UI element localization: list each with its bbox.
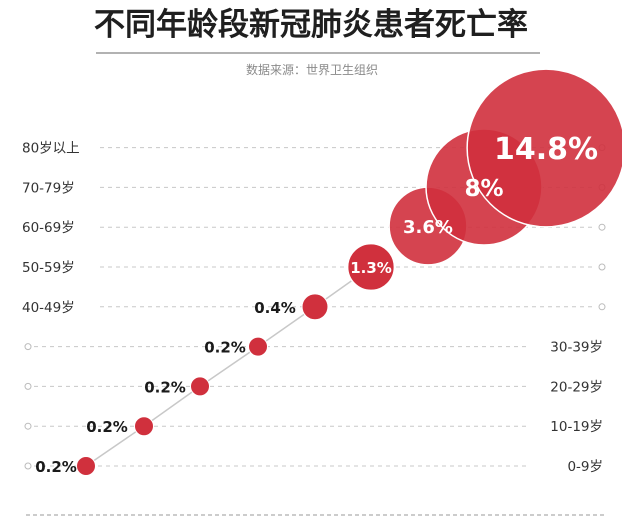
bubbles — [76, 68, 622, 476]
category-label: 20-29岁 — [550, 379, 603, 395]
bubble — [190, 376, 210, 397]
value-label: 0.2% — [86, 418, 128, 436]
value-label: 1.3% — [350, 259, 392, 277]
grid-end-marker — [24, 422, 32, 430]
grid-lines — [24, 144, 606, 470]
value-label: 0.2% — [204, 339, 246, 357]
grid-end-marker — [598, 303, 606, 311]
trend-line — [85, 266, 372, 467]
category-label: 50-59岁 — [22, 260, 75, 276]
category-label: 40-49岁 — [22, 300, 75, 316]
grid-end-marker — [24, 462, 32, 470]
value-label: 0.4% — [254, 299, 296, 317]
value-label: 0.2% — [144, 378, 186, 396]
value-label: 0.2% — [35, 458, 77, 476]
trend-path — [85, 266, 372, 467]
grid-end-marker — [24, 343, 32, 351]
category-label: 60-69岁 — [22, 220, 75, 236]
category-labels: 0-9岁 10-19岁 20-29岁 30-39岁 40-49岁 50-59岁 60-69岁… — [22, 141, 603, 475]
grid-end-marker — [598, 263, 606, 271]
category-label: 70-79岁 — [22, 180, 75, 196]
bubble — [346, 242, 396, 292]
category-label: 0-9岁 — [567, 459, 603, 475]
bubble — [248, 336, 268, 357]
value-labels: 0.2% 0.2% 0.2% 0.2% 0.4% 1.3% 3.6% 8% 14.8% — [35, 132, 598, 476]
value-label: 3.6% — [403, 217, 453, 238]
bubble — [134, 416, 154, 437]
value-label: 8% — [464, 176, 503, 202]
bubble — [76, 456, 96, 476]
grid-end-marker — [598, 223, 606, 231]
data-source: 数据来源：世界卫生组织 — [246, 62, 378, 77]
bubble — [466, 68, 622, 228]
category-label: 30-39岁 — [550, 340, 603, 356]
value-label: 14.8% — [494, 132, 598, 167]
bubble — [301, 293, 329, 321]
category-label: 80岁以上 — [22, 141, 80, 157]
category-label: 10-19岁 — [550, 419, 603, 435]
chart-title: 不同年龄段新冠肺炎患者死亡率 — [94, 7, 528, 43]
grid-end-marker — [24, 382, 32, 390]
